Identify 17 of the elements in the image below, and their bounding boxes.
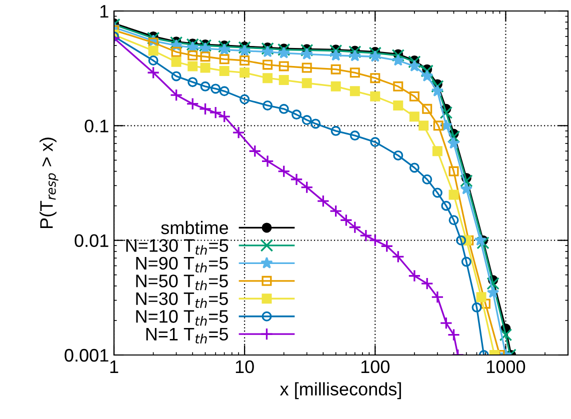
y-tick-label: 0.01	[74, 234, 108, 248]
legend-label: N=1 T$_{th}$=5	[146, 328, 228, 344]
y-tick-label: 1	[100, 5, 108, 18]
x-tick-label: 100	[361, 360, 390, 374]
y-tick-label: 0.1	[84, 120, 108, 132]
legend-label: smbtime	[161, 220, 228, 234]
x-tick-label: 1000	[487, 360, 526, 374]
legend-label: N=50 T$_{th}$=5	[136, 274, 228, 290]
x-tick-label: 10	[236, 360, 254, 374]
x-tick-label: 1	[110, 360, 118, 373]
legend-label: N=10 T$_{th}$=5	[136, 310, 228, 326]
y-axis-title: P(T$_{resp}$ > x)	[40, 138, 58, 228]
legend-label: N=30 T$_{th}$=5	[136, 292, 228, 308]
x-axis-title: x [milliseconds]	[280, 382, 401, 400]
y-tick-label: 0.001	[64, 348, 108, 362]
legend-label: N=90 T$_{th}$=5	[136, 256, 228, 272]
legend-label: N=130 T$_{th}$=5	[126, 239, 228, 255]
